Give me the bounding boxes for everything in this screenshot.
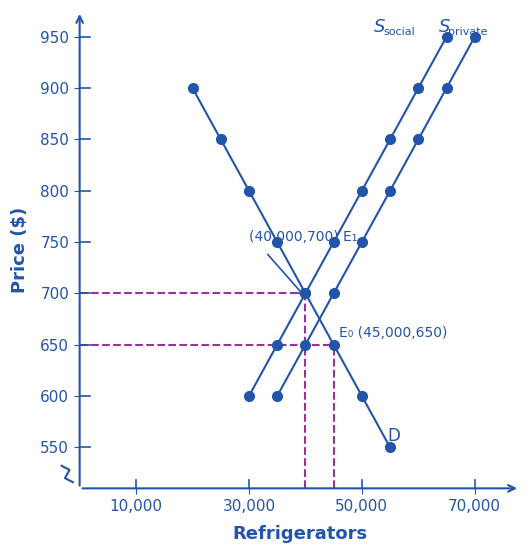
Text: $S$: $S$ <box>373 18 386 35</box>
Text: E₀ (45,000,650): E₀ (45,000,650) <box>339 326 448 340</box>
Text: social: social <box>383 27 415 37</box>
X-axis label: Refrigerators: Refrigerators <box>232 525 367 543</box>
Text: (40,000,700) E₁: (40,000,700) E₁ <box>249 230 357 244</box>
Text: D: D <box>387 427 400 445</box>
Text: private: private <box>448 27 487 37</box>
Text: $S$: $S$ <box>438 18 451 35</box>
Y-axis label: Price ($): Price ($) <box>11 207 29 293</box>
